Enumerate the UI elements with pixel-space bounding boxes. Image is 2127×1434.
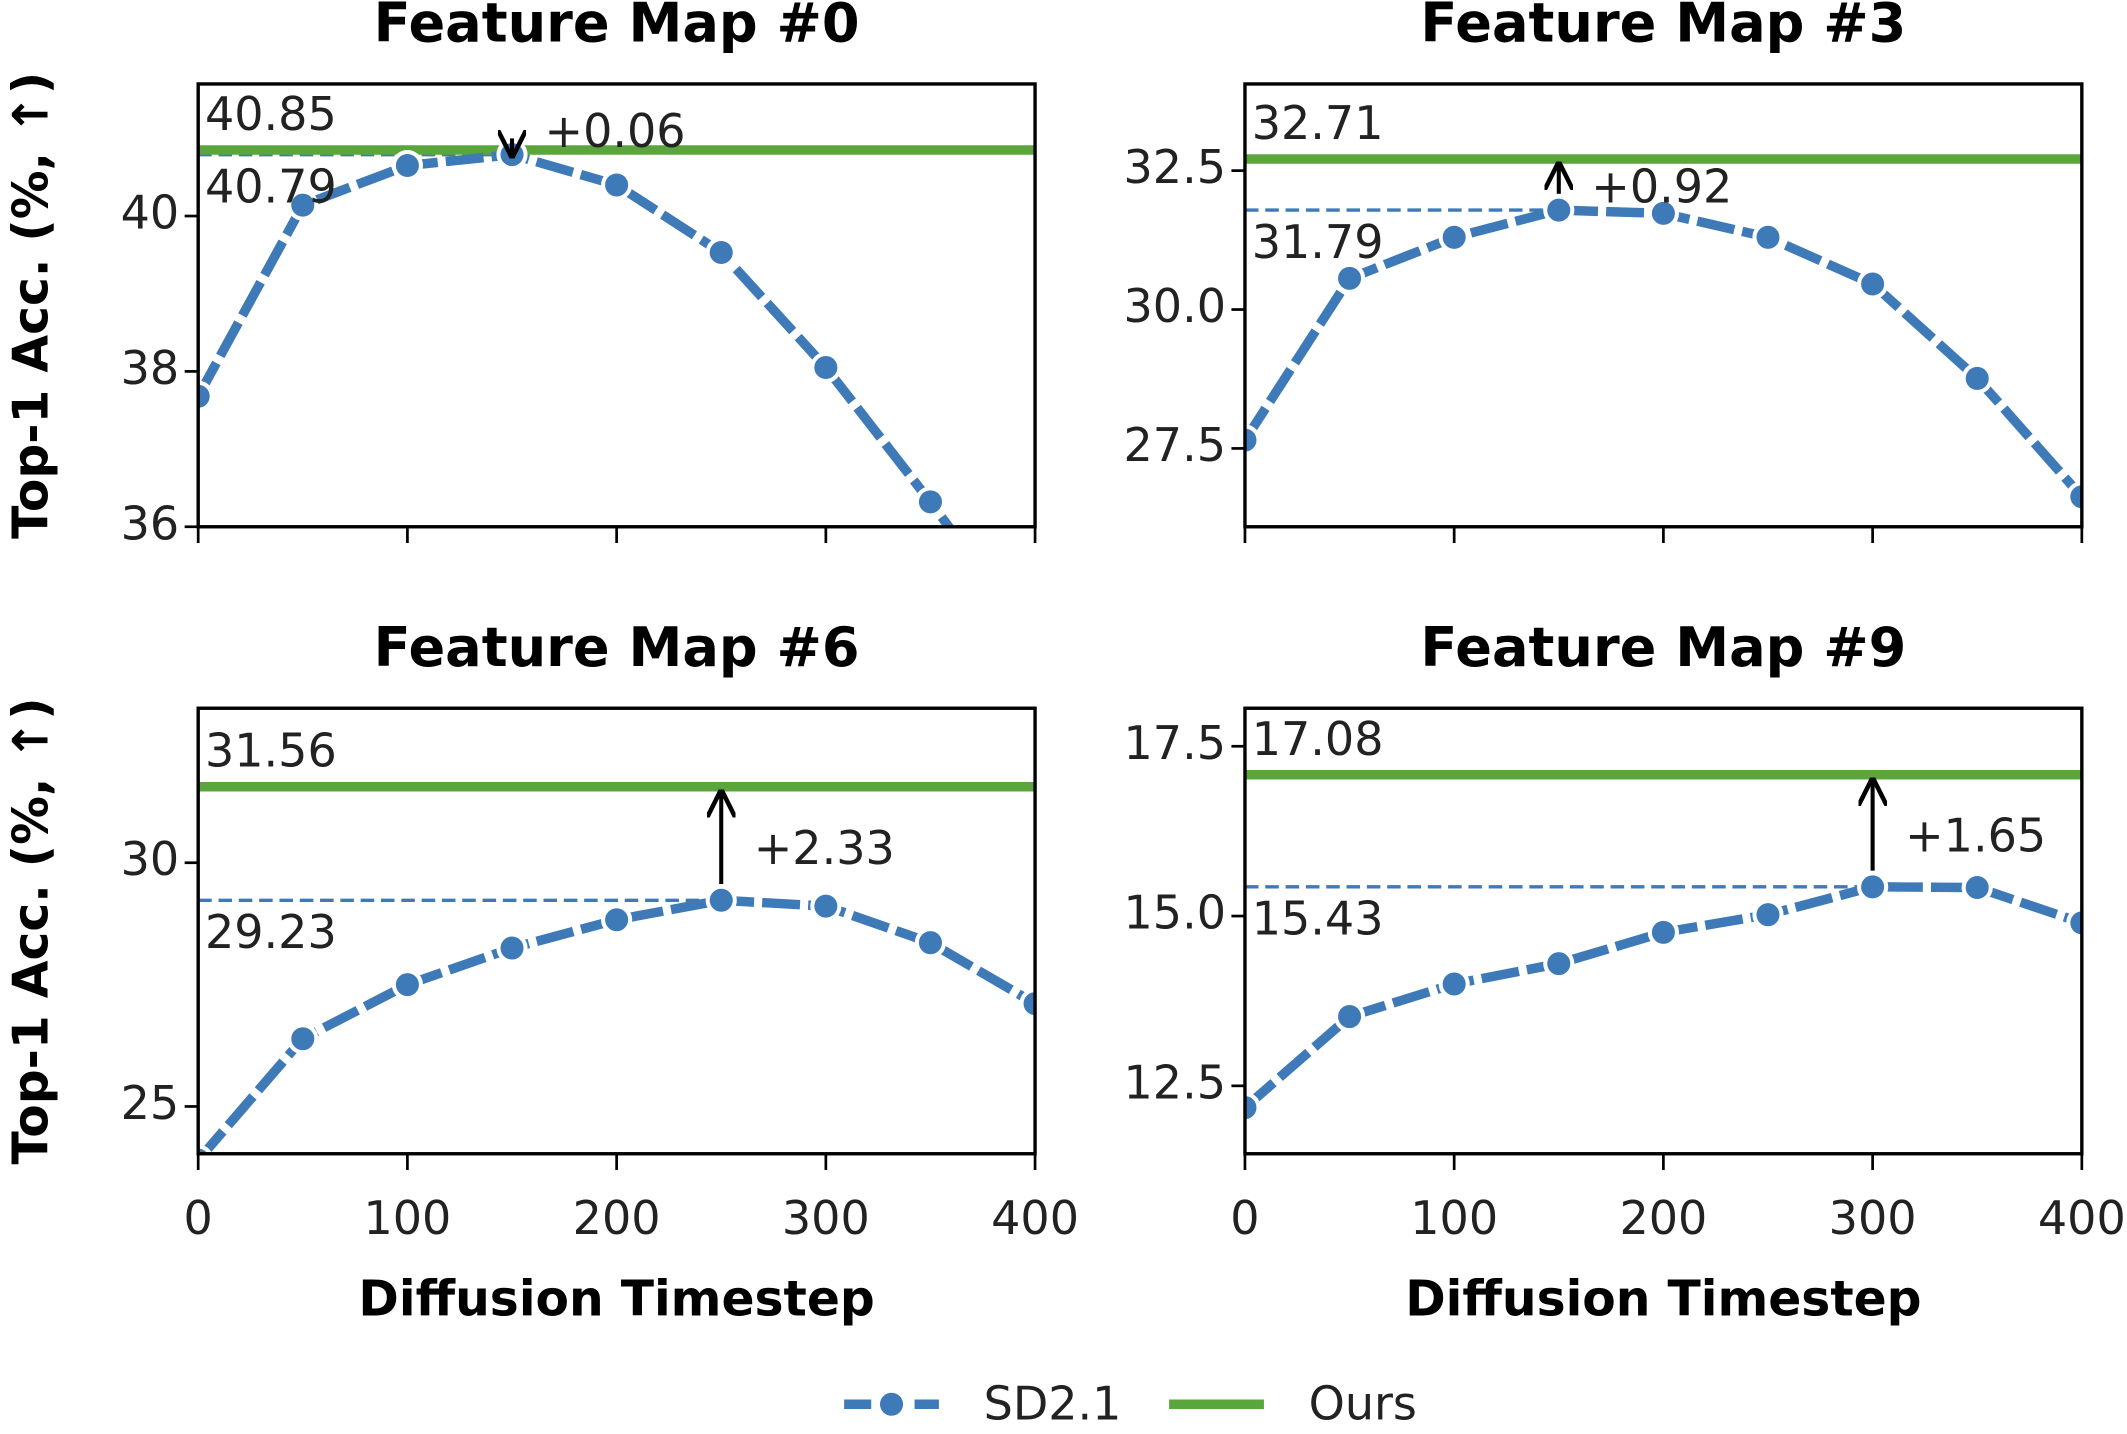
x-tick-label: 100 [363, 1191, 451, 1245]
delta-label: +0.92 [1591, 159, 1732, 213]
plot-area [1244, 154, 2082, 513]
y-tick-label: 32.5 [1124, 140, 1227, 194]
marker [1752, 899, 1784, 931]
marker [1961, 362, 1993, 394]
marker [914, 927, 947, 959]
x-tick-label: 200 [573, 1191, 661, 1245]
x-tick-label: 0 [184, 1191, 213, 1245]
y-axis-label: Top-1 Acc. (%, ↑) [3, 72, 59, 539]
x-axis-label: Diffusion Timestep [1405, 1272, 1921, 1328]
marker [496, 932, 528, 964]
axes-frame [196, 82, 1037, 529]
marker [1857, 871, 1889, 903]
best-label: 31.79 [1252, 215, 1384, 269]
baseline-label: 40.85 [205, 87, 337, 141]
marker [1647, 916, 1679, 948]
subplot-title: Feature Map #0 [374, 0, 860, 55]
legend-swatch-marker [875, 1388, 908, 1420]
delta-label: +0.06 [545, 104, 686, 158]
marker [391, 969, 423, 1001]
marker [287, 1023, 319, 1055]
marker [287, 189, 319, 221]
marker [1857, 268, 1889, 300]
best-label: 40.79 [205, 159, 337, 213]
y-axis-label: Top-1 Acc. (%, ↑) [3, 697, 59, 1164]
plot-area [198, 138, 1049, 657]
legend-label: SD2.1 [984, 1376, 1122, 1430]
subplot-title: Feature Map #3 [1420, 0, 1906, 55]
marker [1543, 948, 1575, 980]
best-label: 15.43 [1252, 892, 1384, 946]
x-tick-label: 200 [1619, 1191, 1707, 1245]
marker [1961, 871, 1993, 904]
marker [1438, 968, 1470, 1000]
marker [198, 380, 214, 412]
marker [1022, 630, 1049, 657]
y-tick-label: 25 [121, 1076, 180, 1130]
baseline-label: 32.71 [1252, 96, 1384, 150]
y-tick-label: 17.5 [1124, 716, 1227, 770]
subplot-title: Feature Map #9 [1420, 616, 1906, 679]
y-tick-label: 36 [121, 496, 180, 550]
marker [601, 169, 633, 201]
marker [2066, 907, 2082, 939]
y-tick-label: 30.0 [1124, 279, 1227, 333]
delta-label: +1.65 [1905, 808, 2046, 862]
marker [1752, 221, 1784, 253]
x-tick-label: 400 [2038, 1191, 2126, 1245]
axes-frame [1243, 82, 2084, 529]
marker [1333, 1000, 1366, 1033]
marker [1543, 194, 1575, 226]
marker [1333, 262, 1366, 294]
x-axis-label: Diffusion Timestep [358, 1272, 874, 1328]
marker [1438, 221, 1470, 253]
series-line [198, 149, 955, 527]
y-tick-label: 15.0 [1124, 886, 1227, 940]
plot-area [198, 781, 1036, 1154]
marker [705, 236, 737, 269]
delta-label: +2.33 [754, 821, 895, 875]
marker [810, 890, 842, 922]
axes-frame [1243, 706, 2084, 1156]
marker [1244, 424, 1261, 456]
baseline-label: 31.56 [205, 724, 337, 778]
x-tick-label: 400 [991, 1191, 1079, 1245]
legend-label: Ours [1309, 1376, 1417, 1430]
marker [198, 1144, 213, 1154]
subplot-title: Feature Map #6 [374, 616, 860, 679]
marker [914, 486, 947, 518]
y-tick-label: 40 [121, 186, 180, 240]
x-tick-label: 0 [1230, 1191, 1259, 1245]
best-label: 29.23 [205, 905, 337, 959]
y-tick-label: 27.5 [1124, 418, 1227, 472]
y-tick-label: 38 [121, 341, 180, 395]
marker [1019, 988, 1036, 1020]
marker [391, 149, 423, 182]
marker [1244, 1091, 1261, 1124]
y-tick-label: 30 [121, 832, 180, 886]
baseline-label: 17.08 [1252, 712, 1384, 766]
x-tick-label: 100 [1410, 1191, 1498, 1245]
y-tick-label: 12.5 [1124, 1055, 1227, 1109]
plot-area [1244, 770, 2082, 1124]
axes-frame [196, 706, 1037, 1156]
marker [705, 884, 737, 916]
marker [1647, 197, 1679, 229]
marker [601, 904, 633, 936]
marker [810, 351, 842, 384]
x-tick-label: 300 [1829, 1191, 1917, 1245]
marker [2066, 481, 2082, 513]
x-tick-label: 300 [782, 1191, 870, 1245]
